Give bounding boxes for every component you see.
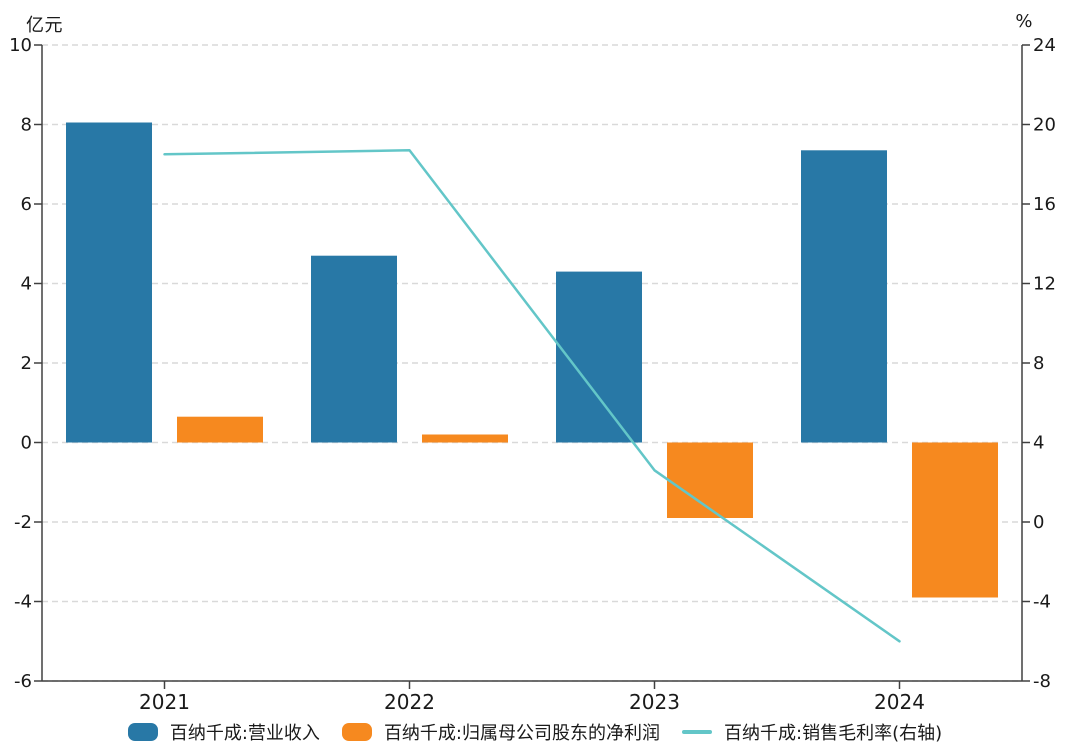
right-axis-tick-label: 24 <box>1033 35 1056 56</box>
bar-series0-2022 <box>311 255 397 443</box>
x-axis-tick-label: 2023 <box>629 690 680 714</box>
x-axis-tick-label: 2024 <box>874 690 925 714</box>
legend: 百纳千成:营业收入 百纳千成:归属母公司股东的净利润 百纳千成:销售毛利率(右轴) <box>0 719 1070 745</box>
legend-label-0: 百纳千成:营业收入 <box>169 723 320 744</box>
bar-series0-2024 <box>801 150 887 443</box>
left-axis-tick-label: 0 <box>21 433 32 454</box>
right-axis-tick-label: -8 <box>1033 671 1051 692</box>
left-axis-tick-label: -6 <box>14 671 32 692</box>
right-axis-tick-label: 0 <box>1033 512 1044 533</box>
right-axis-tick-label: 12 <box>1033 274 1056 295</box>
bar-series1-2022 <box>422 434 508 443</box>
left-axis-tick-label: 10 <box>9 35 32 56</box>
legend-line-swatch-2 <box>682 730 713 734</box>
right-axis-unit-label: % <box>1015 11 1033 32</box>
legend-label-1: 百纳千成:归属母公司股东的净利润 <box>383 723 661 744</box>
left-axis-tick-label: 8 <box>21 115 32 136</box>
bar-series1-2021 <box>177 416 263 443</box>
legend-bar-swatch-1 <box>341 723 372 741</box>
bar-series1-2024 <box>912 442 998 598</box>
left-axis-tick-label: -2 <box>14 512 32 533</box>
right-axis-tick-label: 4 <box>1033 433 1044 454</box>
bar-series0-2021 <box>66 122 152 443</box>
right-axis-tick-label: 20 <box>1033 115 1056 136</box>
legend-bar-swatch-0 <box>127 723 158 741</box>
left-axis-tick-label: 2 <box>21 353 32 374</box>
legend-item-0: 百纳千成:营业收入 <box>127 719 320 745</box>
bar-series1-2023 <box>667 442 753 518</box>
right-axis-tick-label: 16 <box>1033 194 1056 215</box>
right-axis-tick-label: 8 <box>1033 353 1044 374</box>
gross-margin-line <box>163 149 901 643</box>
x-axis-tick-label: 2022 <box>384 690 435 714</box>
legend-item-1: 百纳千成:归属母公司股东的净利润 <box>341 719 661 745</box>
left-axis-tick-label: 6 <box>21 194 32 215</box>
legend-label-2: 百纳千成:销售毛利率(右轴) <box>724 723 943 744</box>
right-axis-tick-label: -4 <box>1033 592 1051 613</box>
x-axis-tick-label: 2021 <box>139 690 190 714</box>
left-axis-tick-label: 4 <box>21 274 32 295</box>
left-axis-tick-label: -4 <box>14 592 32 613</box>
left-axis-unit-label: 亿元 <box>26 15 63 36</box>
legend-item-2: 百纳千成:销售毛利率(右轴) <box>682 719 942 745</box>
bar-series0-2023 <box>556 271 642 443</box>
